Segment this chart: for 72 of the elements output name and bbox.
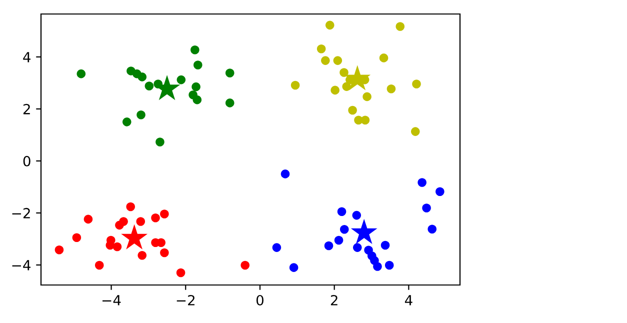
point <box>194 60 202 70</box>
point <box>54 246 64 254</box>
point <box>340 68 348 77</box>
point <box>272 243 282 252</box>
point <box>379 54 388 62</box>
point <box>160 210 169 218</box>
x-tick-label: 4 <box>404 295 412 306</box>
point <box>360 116 370 125</box>
point <box>384 260 394 270</box>
point <box>340 224 349 234</box>
point <box>324 241 334 250</box>
point <box>151 214 160 222</box>
x-tick-label: −4 <box>102 295 121 306</box>
point <box>348 106 357 115</box>
point <box>422 204 431 212</box>
point <box>136 110 146 120</box>
point <box>225 68 234 78</box>
point <box>192 95 202 104</box>
point <box>316 44 326 54</box>
point <box>330 86 340 95</box>
point <box>225 98 234 108</box>
y-tick-label: 0 <box>23 156 30 166</box>
point <box>156 138 164 146</box>
point <box>144 82 154 90</box>
point <box>84 214 93 224</box>
point <box>176 75 186 84</box>
point <box>94 260 104 270</box>
point <box>160 248 169 258</box>
point <box>72 233 82 242</box>
point <box>290 80 300 90</box>
point <box>380 240 390 250</box>
point <box>289 263 298 272</box>
point <box>386 84 396 94</box>
point <box>352 210 362 220</box>
point <box>352 243 362 252</box>
point <box>76 69 86 78</box>
point <box>396 22 405 31</box>
point <box>334 236 344 245</box>
point <box>333 56 342 65</box>
point <box>362 92 372 102</box>
point <box>176 268 186 278</box>
point <box>344 65 371 90</box>
point <box>321 56 330 65</box>
y-tick-label: 4 <box>23 52 30 62</box>
point <box>350 218 378 244</box>
y-tick-label: −4 <box>12 260 30 270</box>
point <box>410 127 420 136</box>
point <box>112 242 122 252</box>
point <box>138 72 147 82</box>
point <box>136 217 146 226</box>
point <box>280 170 290 178</box>
x-tick-label: 0 <box>256 294 264 306</box>
point <box>122 118 132 126</box>
point <box>428 224 437 234</box>
point <box>154 75 180 100</box>
point <box>138 250 147 260</box>
point <box>325 20 334 30</box>
point <box>126 202 135 212</box>
point <box>121 224 148 250</box>
point <box>240 260 250 270</box>
x-tick-label: −2 <box>176 294 194 306</box>
point <box>412 80 421 88</box>
point <box>190 46 200 54</box>
point <box>119 217 128 226</box>
y-tick-label: 2 <box>23 104 30 114</box>
point <box>192 82 200 92</box>
point <box>418 178 426 187</box>
x-tick-label: 2 <box>330 294 338 306</box>
y-tick-label: −2 <box>12 208 30 218</box>
point <box>373 262 382 271</box>
point <box>337 207 346 216</box>
point <box>436 187 444 196</box>
